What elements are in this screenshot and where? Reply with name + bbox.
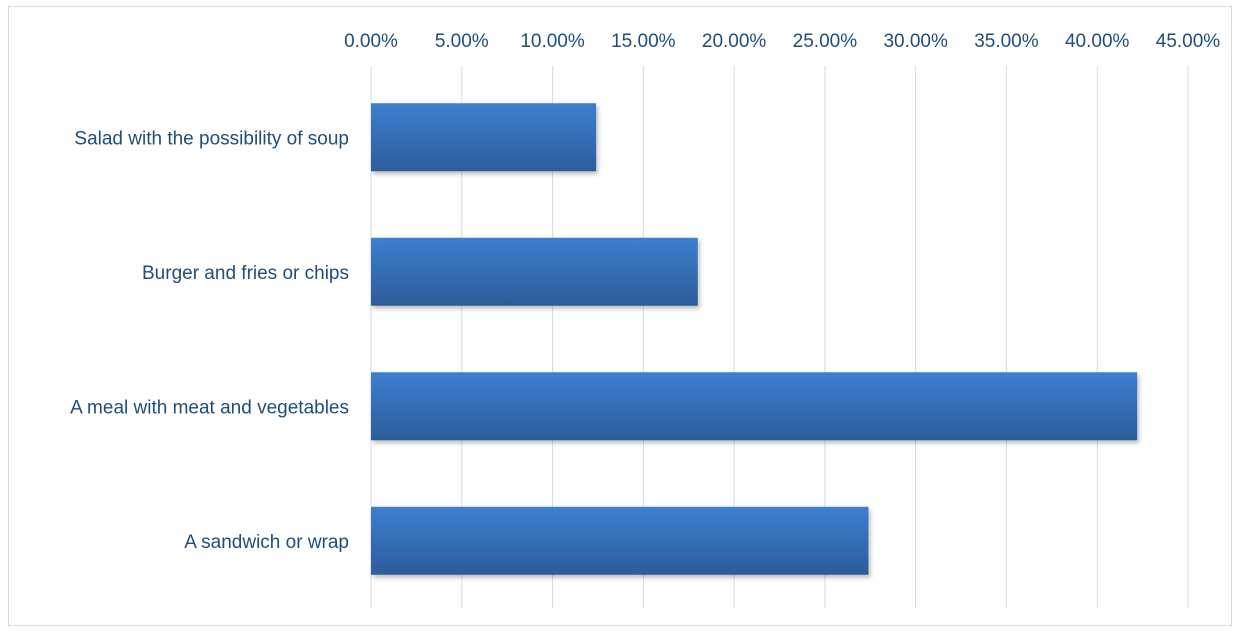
bars xyxy=(371,103,1138,575)
bar xyxy=(371,372,1138,441)
category-label: A sandwich or wrap xyxy=(184,532,349,553)
x-tick-label: 35.00% xyxy=(974,31,1039,52)
bar xyxy=(371,103,597,172)
x-tick-label: 30.00% xyxy=(883,31,948,52)
x-tick-label: 20.00% xyxy=(702,31,767,52)
x-tick-label: 10.00% xyxy=(520,31,585,52)
x-tick-label: 45.00% xyxy=(1156,31,1221,52)
bar xyxy=(371,506,869,575)
x-tick-labels: 0.00% 5.00% 10.00% 15.00% 20.00% 25.00% 30.00%… xyxy=(344,31,1220,52)
category-label: Salad with the possibility of soup xyxy=(74,128,349,149)
bar xyxy=(371,237,698,306)
x-tick-label: 15.00% xyxy=(611,31,676,52)
x-tick-label: 0.00% xyxy=(344,31,398,52)
x-tick-label: 5.00% xyxy=(435,31,489,52)
category-label: Burger and fries or chips xyxy=(142,263,349,284)
x-tick-label: 40.00% xyxy=(1065,31,1130,52)
category-labels: Salad with the possibility of soup Burger… xyxy=(70,128,349,553)
x-tick-label: 25.00% xyxy=(793,31,858,52)
category-label: A meal with meat and vegetables xyxy=(70,397,349,418)
